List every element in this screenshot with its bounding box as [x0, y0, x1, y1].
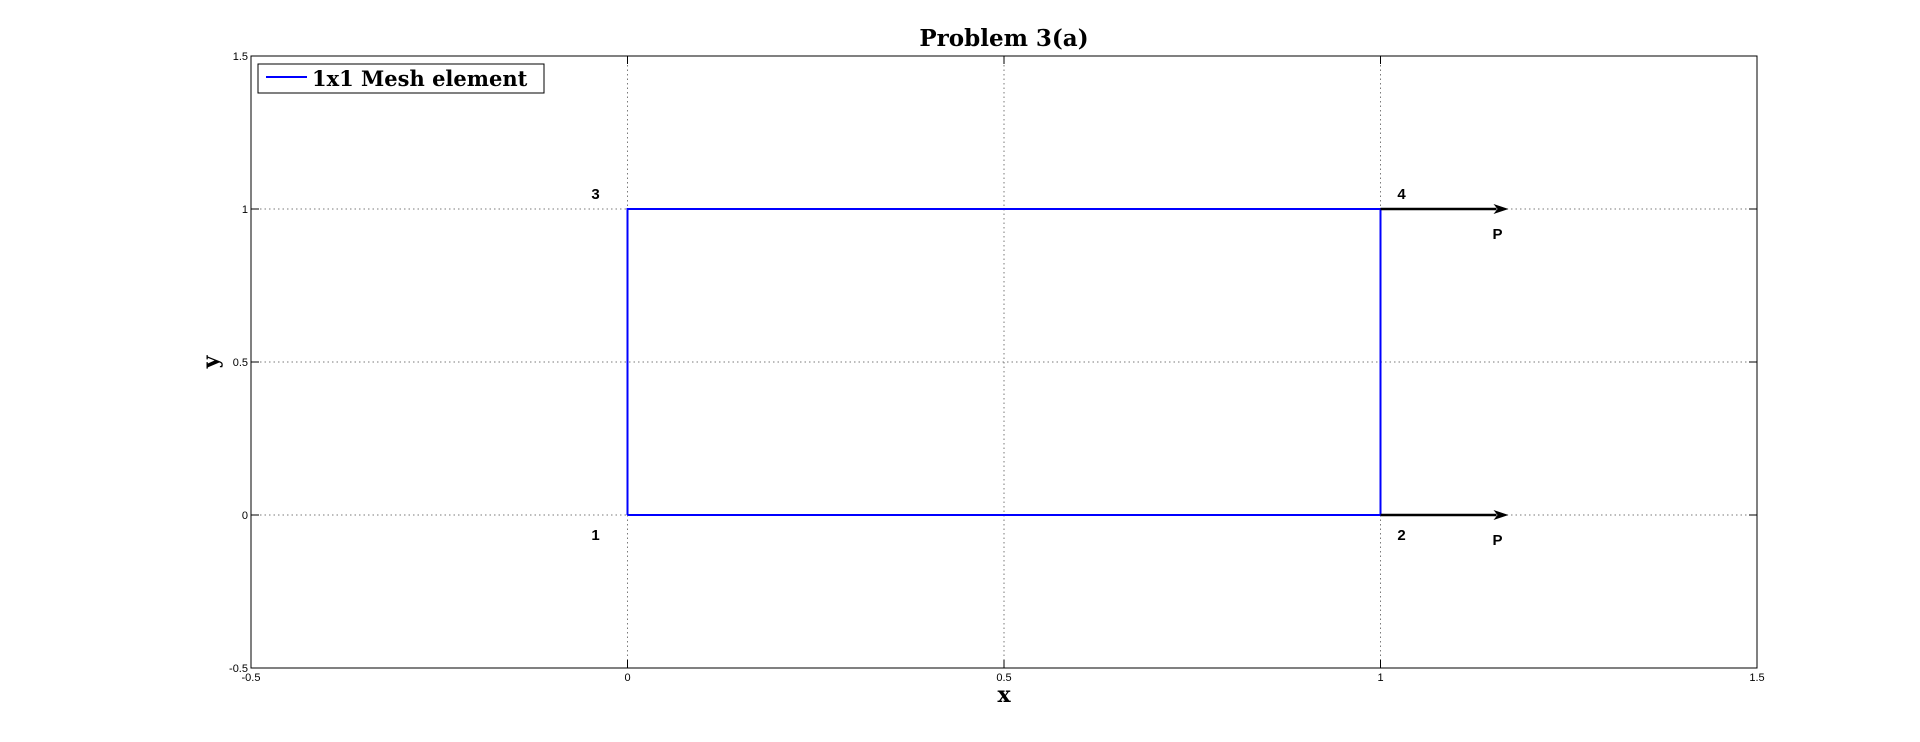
y-tick-label: 0.5 — [233, 357, 248, 369]
legend-box — [257, 63, 545, 94]
x-axis-label: x — [997, 682, 1011, 708]
arrow-layer: PP — [1380, 204, 1509, 549]
y-tick-label: -0.5 — [229, 663, 248, 675]
legend-series-label: 1x1 Mesh element — [312, 66, 528, 91]
plot-frame — [250, 55, 1758, 669]
load-label-p: P — [1493, 226, 1503, 243]
load-arrow-head — [1493, 510, 1509, 520]
y-tick-label: 1.5 — [233, 51, 248, 63]
legend: 1x1 Mesh element — [257, 63, 545, 94]
x-tick-label: 0 — [624, 672, 630, 684]
x-tick-label: 1 — [1377, 672, 1383, 684]
y-tick-label: 0 — [242, 510, 248, 522]
node-label: 1 — [591, 527, 599, 544]
load-arrow-head — [1493, 204, 1509, 214]
x-tick-label: -0.5 — [242, 672, 261, 684]
node-label: 3 — [591, 186, 599, 203]
x-tick-label: 1.5 — [1749, 672, 1764, 684]
y-axis-label: y — [198, 354, 224, 369]
chart-title: Problem 3(a) — [919, 25, 1088, 52]
node-label: 2 — [1397, 527, 1405, 544]
tick-layer: -0.5 0 0.5 1 1.5 -0.5 0 0.5 1 1.5 — [229, 51, 1765, 684]
node-label: 4 — [1397, 186, 1406, 203]
y-tick-label: 1 — [242, 204, 248, 216]
load-label-p: P — [1493, 532, 1503, 549]
node-label-layer: 1 2 3 4 — [591, 186, 1406, 544]
grid-layer — [251, 56, 1757, 668]
x-tick-label: 0.5 — [996, 672, 1011, 684]
